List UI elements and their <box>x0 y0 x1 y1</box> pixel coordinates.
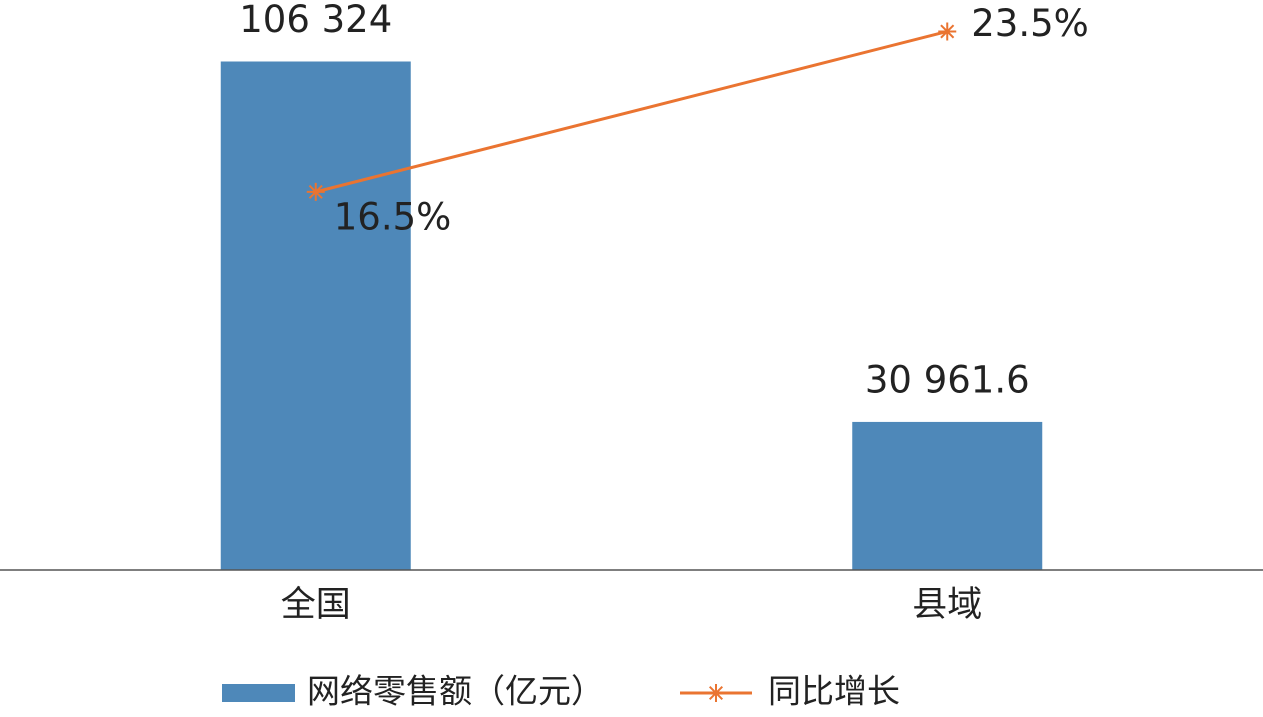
line-value-label: 16.5% <box>334 195 452 238</box>
x-tick-label: 全国 <box>281 585 351 625</box>
bar <box>852 421 1043 570</box>
legend-label: 同比增长 <box>768 672 900 711</box>
line-marker <box>306 182 325 201</box>
legend-marker <box>707 684 725 702</box>
line-marker <box>938 22 957 41</box>
bar-value-label: 106 324 <box>239 0 392 41</box>
x-tick-label: 县域 <box>912 585 982 625</box>
legend-swatch <box>222 684 295 702</box>
line-value-label: 23.5% <box>971 2 1089 45</box>
legend-label: 网络零售额（亿元） <box>307 672 604 711</box>
bar <box>220 61 411 571</box>
bar-value-label: 30 961.6 <box>865 358 1030 401</box>
line <box>315 30 948 194</box>
